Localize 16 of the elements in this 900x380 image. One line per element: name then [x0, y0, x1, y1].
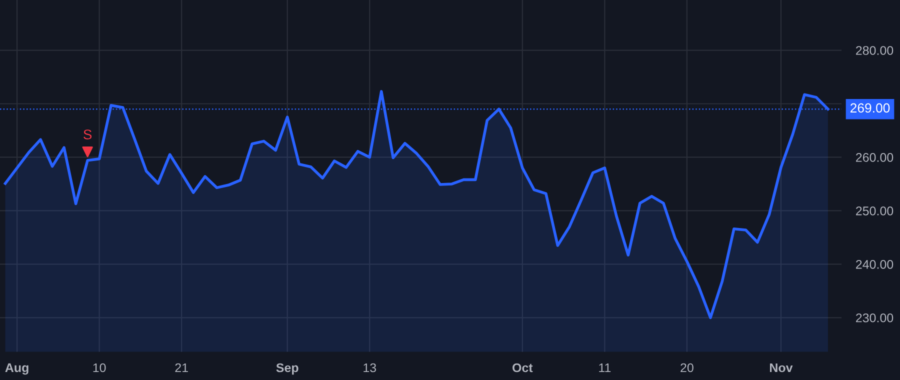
x-tick-label: Aug [5, 363, 28, 375]
y-tick-label: 260.00 [856, 153, 894, 162]
series-label: S [84, 130, 92, 140]
x-tick-label: Nov [770, 363, 793, 372]
x-tick-label: Oct [512, 363, 533, 372]
x-tick-label: 20 [680, 363, 694, 372]
x-tick-label: 11 [599, 363, 611, 372]
x-tick-label: 21 [175, 363, 188, 372]
x-tick-label: 13 [364, 363, 376, 372]
ref-line-label: 269.00 [850, 103, 890, 113]
x-tick-label: Sep [276, 363, 298, 375]
y-tick-label: 240.00 [856, 260, 894, 269]
y-tick-label: 230.00 [856, 313, 894, 322]
y-tick-label: 280.00 [856, 46, 894, 55]
x-tick-label: 10 [93, 363, 106, 372]
y-tick-label: 250.00 [856, 206, 894, 216]
